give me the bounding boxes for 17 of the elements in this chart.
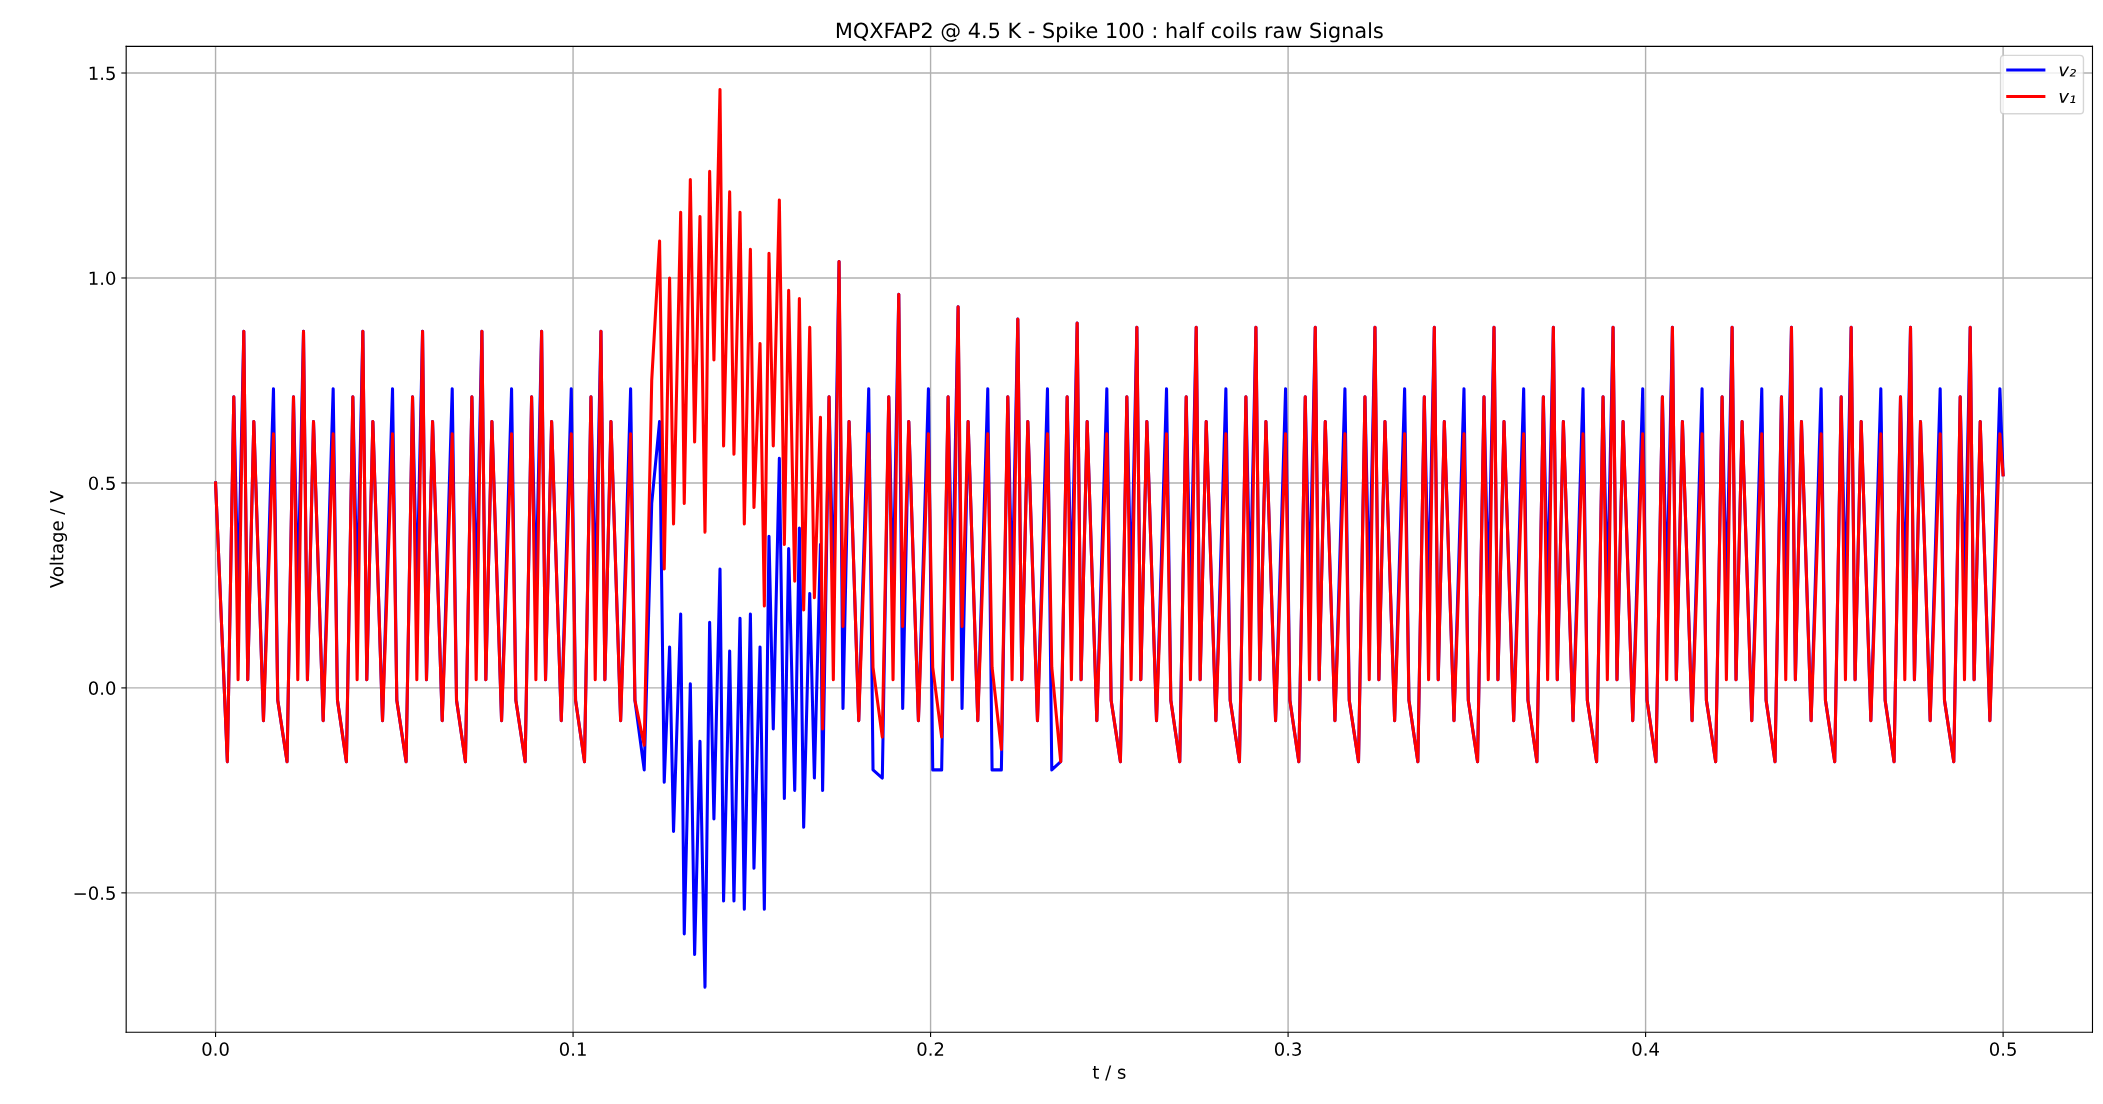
x-tick-label: 0.1 xyxy=(559,1042,586,1056)
x-tick-label: 0.0 xyxy=(202,1042,229,1056)
y-axis-title: Voltage / V xyxy=(49,490,68,588)
x-tick-label: 0.4 xyxy=(1632,1042,1659,1056)
y-tick-label: 1.0 xyxy=(89,271,116,286)
x-tick-label: 0.3 xyxy=(1274,1042,1301,1056)
x-tick-label: 0.2 xyxy=(917,1042,944,1056)
legend-label: v₁ xyxy=(2059,92,2076,103)
line-series xyxy=(214,87,2005,764)
y-tick-label: 1.5 xyxy=(89,66,115,81)
x-axis-title: t / s xyxy=(1092,1065,1126,1081)
y-tick-label: −0.5 xyxy=(74,886,115,900)
y-tick-label: 0.5 xyxy=(88,476,115,491)
chart-title: MQXFAP2 @ 4.5 K - Spike 100 : half coils raw Signals xyxy=(836,22,1383,43)
legend-label: v₂ xyxy=(2059,66,2076,77)
y-tick-label: 0.0 xyxy=(88,681,116,696)
x-tick-label: 0.5 xyxy=(1989,1042,2016,1056)
